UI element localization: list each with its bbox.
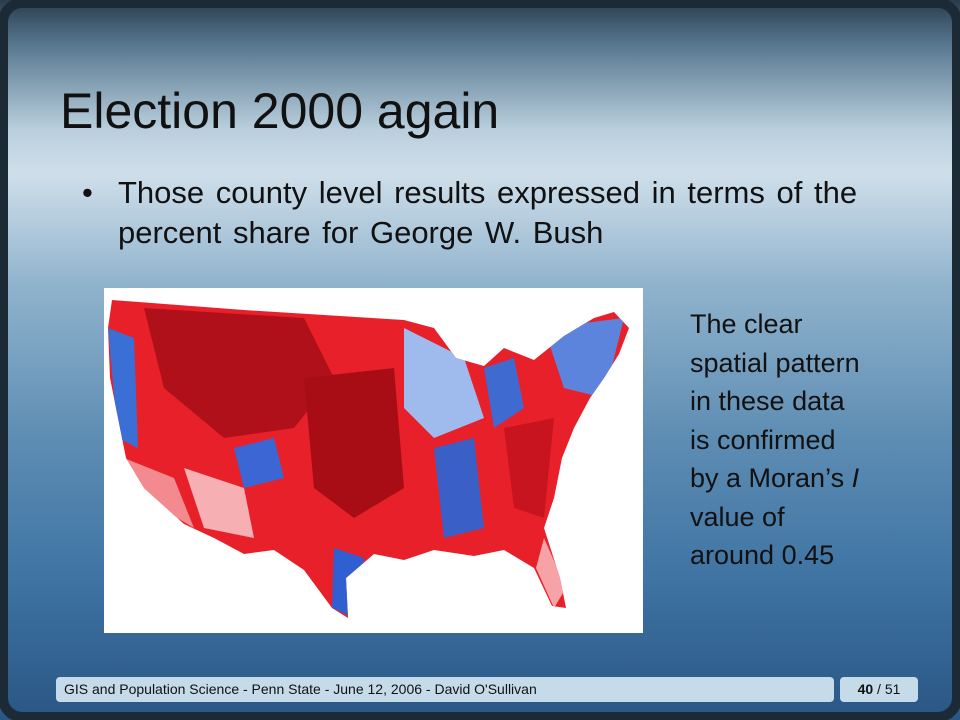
side-note-line: around 0.45 <box>690 536 860 575</box>
title: Election 2000 again <box>60 83 500 139</box>
map-image <box>104 288 643 633</box>
side-note-text: by a Moran’s <box>690 463 845 493</box>
side-note-text: is confirmed <box>690 424 836 455</box>
side-note-italic: I <box>851 463 860 493</box>
side-note-line: value of <box>690 498 860 537</box>
bullet-dot: • <box>82 175 93 210</box>
side-note-text: spatial pattern <box>690 347 860 378</box>
page-total: / 51 <box>877 681 901 697</box>
bullet-item: • Those county level results expressed i… <box>82 173 882 253</box>
us-county-map <box>108 300 629 618</box>
side-note-text: value of <box>690 501 785 532</box>
side-note-line: is confirmed <box>690 421 860 460</box>
side-note-line: spatial pattern <box>690 344 860 383</box>
bullet-text: Those county level results expressed in … <box>118 175 858 250</box>
side-note: The clear spatial pattern in these data is … <box>690 305 860 575</box>
footer: GIS and Population Science - Penn State … <box>56 677 834 702</box>
side-note-line: The clear <box>690 305 860 344</box>
page-number: 40 <box>857 681 874 697</box>
side-note-text: The clear <box>690 309 803 339</box>
map-fill <box>108 300 629 618</box>
side-note-text: around 0.45 <box>690 540 835 570</box>
side-note-text: in these data <box>690 386 845 416</box>
page-indicator: 40 / 51 <box>840 677 918 702</box>
side-note-line: in these data <box>690 382 860 421</box>
side-note-line: by a Moran’s I <box>690 459 860 498</box>
